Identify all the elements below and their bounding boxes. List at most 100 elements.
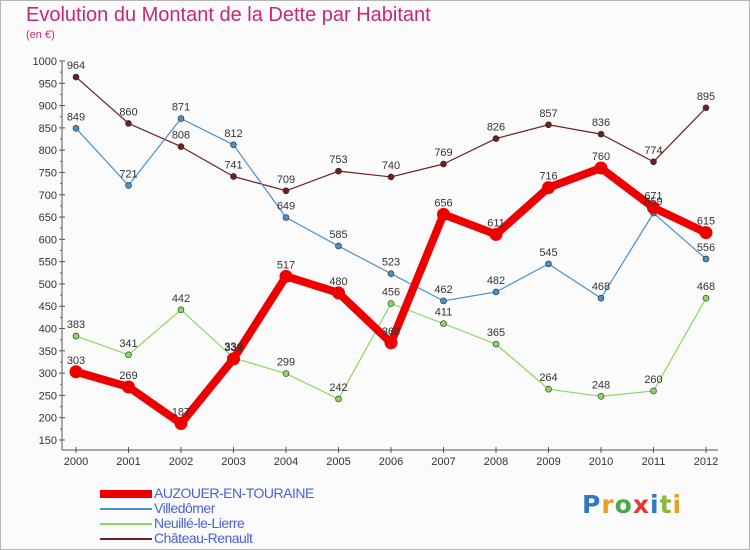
proxiti-logo: Proxiti	[582, 490, 682, 519]
y-tick-label: 800	[39, 145, 57, 157]
logo-letter: o	[614, 490, 633, 519]
data-point	[545, 385, 552, 393]
data-label: 671	[644, 191, 662, 203]
data-point	[387, 270, 395, 277]
x-tick-label: 2003	[221, 456, 245, 468]
legend-label: Neuillé-le-Lierre	[154, 515, 245, 531]
data-label: 332	[224, 342, 242, 354]
logo-letter: i	[672, 490, 683, 519]
data-point	[230, 141, 237, 149]
data-point	[335, 167, 342, 175]
data-label: 895	[697, 91, 715, 103]
data-label: 334	[224, 341, 242, 353]
data-label: 468	[697, 281, 715, 293]
y-tick-label: 1000	[33, 56, 57, 68]
data-point	[177, 143, 185, 150]
data-point	[282, 214, 290, 221]
data-label: 740	[382, 160, 400, 172]
data-point	[177, 306, 185, 314]
data-label: 649	[277, 201, 295, 213]
data-label: 303	[67, 355, 85, 367]
data-point	[125, 120, 132, 127]
legend-swatch	[100, 508, 152, 510]
data-point	[545, 260, 552, 268]
data-label: 482	[487, 275, 505, 287]
x-tick-label: 2009	[536, 456, 560, 468]
data-point	[440, 160, 447, 168]
x-tick-label: 2011	[642, 456, 666, 468]
data-point	[174, 417, 188, 431]
data-point	[437, 207, 450, 221]
y-tick-label: 950	[39, 78, 57, 90]
x-tick-label: 2010	[589, 456, 613, 468]
x-tick-label: 2007	[431, 456, 455, 468]
data-label: 871	[172, 102, 190, 114]
data-point	[384, 336, 398, 350]
chart-unit: (en €)	[26, 29, 55, 41]
data-point	[279, 269, 293, 283]
legend-label: Villedômer	[154, 500, 215, 516]
data-point	[335, 242, 342, 250]
x-tick-label: 2008	[484, 456, 508, 468]
y-tick-label: 550	[39, 257, 57, 269]
data-point	[72, 73, 80, 81]
data-label: 656	[434, 197, 452, 209]
data-label: 411	[435, 307, 453, 319]
chart-title: Evolution du Montant de la Dette par Hab…	[26, 4, 431, 26]
data-point	[492, 340, 500, 348]
data-point	[702, 294, 710, 302]
y-tick-label: 700	[39, 190, 57, 202]
data-point	[282, 370, 290, 377]
y-tick-label: 600	[39, 234, 57, 246]
data-point	[545, 121, 552, 129]
data-label: 826	[487, 122, 505, 134]
data-label: 523	[382, 257, 400, 269]
data-label: 585	[329, 229, 347, 241]
data-label: 741	[224, 159, 242, 171]
data-label: 611	[487, 217, 505, 229]
data-label: 721	[119, 168, 137, 180]
data-label: 480	[329, 276, 347, 288]
y-tick-label: 500	[39, 279, 57, 291]
logo-letter: t	[659, 490, 673, 519]
x-tick-label: 2004	[274, 456, 298, 468]
data-label: 248	[592, 379, 610, 391]
data-label: 774	[644, 145, 662, 157]
data-point	[387, 173, 395, 181]
y-tick-label: 150	[39, 435, 57, 447]
data-point	[177, 115, 185, 122]
data-point	[650, 158, 657, 166]
data-label: 442	[172, 293, 190, 305]
data-point	[125, 351, 132, 359]
logo-letter: i	[650, 490, 660, 519]
y-tick-label: 650	[39, 212, 57, 224]
data-label: 517	[277, 259, 295, 271]
data-point	[332, 286, 345, 300]
data-point	[594, 161, 608, 175]
data-label: 849	[67, 111, 85, 123]
y-tick-label: 250	[39, 390, 57, 402]
data-point	[72, 332, 80, 340]
data-label: 836	[592, 117, 610, 129]
data-point	[699, 226, 713, 240]
y-tick-label: 300	[39, 368, 57, 380]
data-point	[597, 393, 605, 400]
data-point	[492, 135, 500, 142]
data-label: 462	[434, 284, 452, 296]
data-point	[650, 387, 657, 395]
legend-swatch	[100, 523, 152, 525]
data-point	[69, 365, 83, 379]
data-point	[440, 320, 447, 327]
data-point	[227, 352, 240, 366]
data-label: 716	[539, 171, 557, 183]
data-label: 808	[172, 130, 190, 142]
data-point	[492, 288, 500, 296]
data-label: 365	[487, 327, 505, 339]
data-label: 368	[382, 326, 400, 338]
logo-letter: P	[582, 490, 602, 519]
data-label: 769	[434, 147, 452, 159]
data-label: 615	[697, 216, 715, 228]
data-point	[702, 255, 710, 263]
